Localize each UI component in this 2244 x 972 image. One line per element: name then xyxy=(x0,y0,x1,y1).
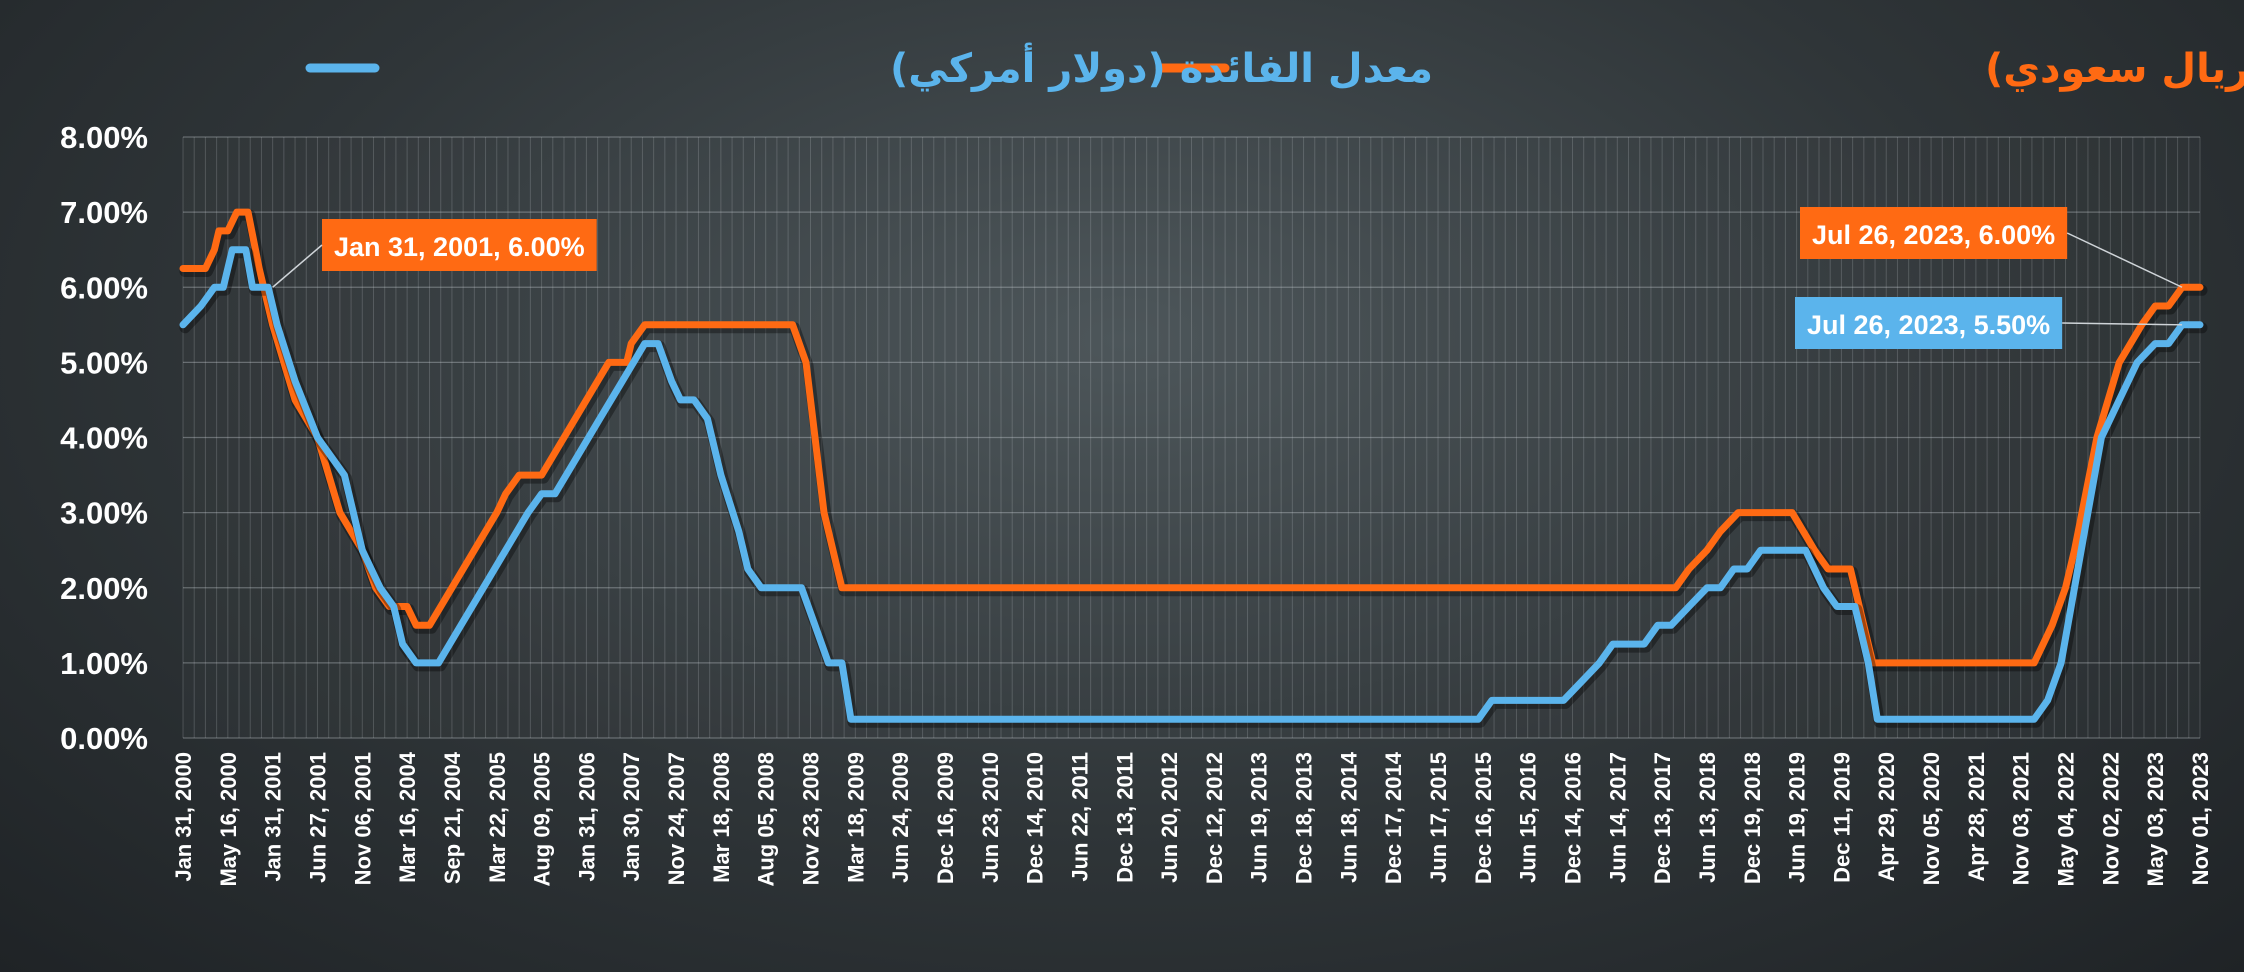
data-callout: Jul 26, 2023, 6.00% xyxy=(1800,207,2183,288)
legend-label-repo: معدل إتفاقية إعادة الشراء (ريال سعودي) xyxy=(1985,46,2244,92)
x-tick-label: Aug 09, 2005 xyxy=(530,752,555,887)
x-tick-label: Jan 31, 2001 xyxy=(261,752,286,882)
x-tick-label: Nov 03, 2021 xyxy=(2009,752,2034,885)
x-tick-label: Dec 11, 2019 xyxy=(1829,752,1854,883)
x-tick-label: Nov 05, 2020 xyxy=(1919,752,1944,885)
x-tick-label: Jun 14, 2017 xyxy=(1605,752,1630,883)
x-tick-label: Dec 14, 2010 xyxy=(1023,752,1048,884)
series-line-fed xyxy=(179,246,2204,723)
x-tick-label: Apr 29, 2020 xyxy=(1874,752,1899,882)
callout-box xyxy=(322,219,597,271)
x-tick-label: Jun 24, 2009 xyxy=(888,752,913,883)
y-tick-label: 8.00% xyxy=(60,120,148,155)
x-tick-label: Dec 19, 2018 xyxy=(1740,752,1765,884)
x-tick-label: Dec 14, 2016 xyxy=(1560,752,1585,884)
x-tick-label: Jun 27, 2001 xyxy=(305,752,330,883)
x-tick-label: Jun 18, 2014 xyxy=(1336,751,1361,883)
x-tick-label: Jan 30, 2007 xyxy=(619,752,644,882)
x-tick-label: Dec 12, 2012 xyxy=(1202,752,1227,884)
x-tick-label: Sep 21, 2004 xyxy=(440,751,465,884)
y-tick-label: 5.00% xyxy=(60,345,148,380)
data-callout: Jan 31, 2001, 6.00% xyxy=(272,219,597,288)
chart-annotations: Jan 31, 2001, 6.00% Jul 26, 2023, 6.00% Ju… xyxy=(272,207,2183,349)
x-tick-label: Dec 13, 2017 xyxy=(1650,752,1675,884)
x-tick-label: Jun 19, 2019 xyxy=(1785,752,1810,883)
x-tick-label: Jun 15, 2016 xyxy=(1516,752,1541,883)
x-tick-label: Aug 05, 2008 xyxy=(754,752,779,887)
x-tick-label: Jun 13, 2018 xyxy=(1695,752,1720,883)
x-tick-label: Nov 23, 2008 xyxy=(799,752,824,885)
x-tick-label: Dec 13, 2011 xyxy=(1112,752,1137,883)
x-tick-label: Jun 17, 2015 xyxy=(1426,752,1451,883)
y-tick-label: 4.00% xyxy=(60,421,148,456)
callout-label: Jul 26, 2023, 6.00% xyxy=(1812,220,2055,250)
callout-leader xyxy=(2066,232,2183,288)
y-tick-label: 0.00% xyxy=(60,721,148,756)
y-tick-label: 2.00% xyxy=(60,571,148,606)
x-tick-label: May 03, 2023 xyxy=(2143,752,2168,887)
x-tick-label: Nov 02, 2022 xyxy=(2098,752,2123,885)
x-tick-label: Jun 20, 2012 xyxy=(1157,752,1182,883)
y-tick-label: 6.00% xyxy=(60,270,148,305)
x-axis-ticks: Jan 31, 2000 May 16, 2000 Jan 31, 2001 Jun … xyxy=(171,751,2213,886)
x-tick-label: Mar 16, 2004 xyxy=(395,751,420,883)
x-tick-label: Dec 18, 2013 xyxy=(1292,752,1317,884)
x-tick-label: Nov 24, 2007 xyxy=(664,752,689,885)
callout-box xyxy=(1795,297,2063,349)
y-tick-label: 3.00% xyxy=(60,496,148,531)
x-tick-label: Jun 22, 2011 xyxy=(1067,752,1092,882)
callout-label: Jul 26, 2023, 5.50% xyxy=(1807,310,2050,340)
x-tick-label: Jun 23, 2010 xyxy=(978,752,1003,883)
x-tick-label: Dec 17, 2014 xyxy=(1381,751,1406,884)
callout-leader xyxy=(272,244,323,288)
series-line-repo xyxy=(179,208,2204,667)
legend-label-fed: معدل الفائدة (دولار أمركي) xyxy=(890,42,1433,92)
x-tick-label: Dec 16, 2009 xyxy=(933,752,958,884)
data-callout: Jul 26, 2023, 5.50% xyxy=(1795,297,2183,349)
callout-label: Jan 31, 2001, 6.00% xyxy=(334,232,585,262)
x-tick-label: May 04, 2022 xyxy=(2054,752,2079,887)
x-tick-label: Jan 31, 2006 xyxy=(574,752,599,882)
chart-legend: معدل إتفاقية إعادة الشراء (ريال سعودي) م… xyxy=(305,42,2244,92)
x-tick-label: Jun 19, 2013 xyxy=(1247,752,1272,883)
y-tick-label: 7.00% xyxy=(60,195,148,230)
x-tick-label: Mar 18, 2009 xyxy=(843,752,868,883)
x-tick-label: Jan 31, 2000 xyxy=(171,752,196,882)
x-tick-label: Mar 22, 2005 xyxy=(485,752,510,883)
callout-leader xyxy=(2062,322,2183,326)
callout-box xyxy=(1800,207,2068,259)
x-tick-label: Nov 06, 2001 xyxy=(350,752,375,885)
x-tick-label: Mar 18, 2008 xyxy=(709,752,734,883)
chart-series xyxy=(179,208,2208,728)
x-tick-label: Apr 28, 2021 xyxy=(1964,752,1989,882)
x-tick-label: Nov 01, 2023 xyxy=(2188,752,2213,885)
y-tick-label: 1.00% xyxy=(60,646,148,681)
y-axis-ticks: 0.00% 1.00% 2.00% 3.00% 4.00% 5.00% 6.00% 7.00%… xyxy=(60,120,148,756)
x-tick-label: Dec 16, 2015 xyxy=(1471,752,1496,884)
x-tick-label: May 16, 2000 xyxy=(216,752,241,887)
